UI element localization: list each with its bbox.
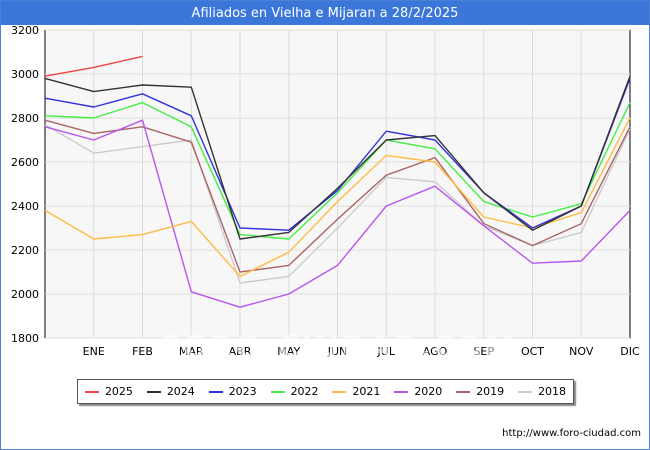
series-lines bbox=[44, 55, 631, 308]
legend-swatch bbox=[456, 390, 471, 393]
legend-swatch bbox=[394, 390, 409, 393]
legend-swatch bbox=[146, 390, 161, 393]
x-tick-label: NOV bbox=[569, 345, 594, 358]
x-tick-label: SEP bbox=[473, 345, 494, 358]
series-line-2024 bbox=[44, 75, 631, 240]
y-tick-label: 2800 bbox=[11, 112, 39, 125]
legend-swatch bbox=[332, 390, 347, 393]
grid-lines bbox=[45, 29, 630, 339]
source-link[interactable]: http://www.foro-ciudad.com bbox=[502, 428, 641, 439]
x-tick-label: ABR bbox=[229, 345, 252, 358]
legend-swatch bbox=[84, 390, 99, 393]
legend-label: 2021 bbox=[352, 385, 381, 398]
series-line-2022 bbox=[44, 101, 631, 240]
x-tick-label: MAY bbox=[277, 345, 300, 358]
x-tick-label: ENE bbox=[83, 345, 105, 358]
axis-labels: 1800 2000 2200 2400 2600 2800 3000 3200 ENE FEB MA… bbox=[11, 24, 640, 358]
legend-label: 2019 bbox=[476, 385, 505, 398]
legend-label: 2022 bbox=[290, 385, 319, 398]
series-line-2019 bbox=[44, 119, 631, 273]
legend-item-2024: 2024 bbox=[146, 385, 195, 398]
y-tick-label: 1800 bbox=[11, 332, 39, 345]
legend-label: 2024 bbox=[166, 385, 195, 398]
legend-item-2025: 2025 bbox=[84, 385, 133, 398]
legend-swatch bbox=[518, 390, 533, 393]
chart-title: Afiliados en Vielha e Mijaran a 28/2/202… bbox=[1, 1, 649, 25]
y-tick-label: 3000 bbox=[11, 68, 39, 81]
legend-label: 2025 bbox=[104, 385, 133, 398]
legend-label: 2018 bbox=[538, 385, 567, 398]
x-tick-label: FEB bbox=[132, 345, 153, 358]
y-tick-label: 2200 bbox=[11, 244, 39, 257]
series-line-2020 bbox=[44, 119, 631, 308]
legend-item-2020: 2020 bbox=[394, 385, 442, 398]
y-tick-label: 2400 bbox=[11, 200, 39, 213]
legend-item-2022: 2022 bbox=[270, 385, 319, 398]
y-tick-label: 2000 bbox=[11, 288, 39, 301]
series-line-2025 bbox=[44, 55, 143, 77]
legend: 2025 2024 2023 2022 2021 2020 2019 2018 bbox=[77, 379, 574, 404]
x-tick-label: AGO bbox=[423, 345, 448, 358]
legend-swatch bbox=[208, 390, 223, 393]
x-tick-label: OCT bbox=[521, 345, 544, 358]
x-tick-label: JUL bbox=[377, 345, 396, 358]
legend-swatch bbox=[270, 390, 285, 393]
legend-item-2019: 2019 bbox=[456, 385, 504, 398]
y-tick-label: 2600 bbox=[11, 156, 39, 169]
legend-item-2021: 2021 bbox=[332, 385, 380, 398]
x-tick-label: JUN bbox=[327, 345, 348, 358]
series-line-2023 bbox=[44, 78, 631, 231]
legend-label: 2020 bbox=[414, 385, 443, 398]
legend-item-2023: 2023 bbox=[208, 385, 257, 398]
y-tick-label: 3200 bbox=[11, 24, 39, 37]
legend-label: 2023 bbox=[228, 385, 257, 398]
x-tick-label: DIC bbox=[620, 345, 640, 358]
x-tick-label: MAR bbox=[179, 345, 204, 358]
legend-item-2018: 2018 bbox=[518, 385, 566, 398]
